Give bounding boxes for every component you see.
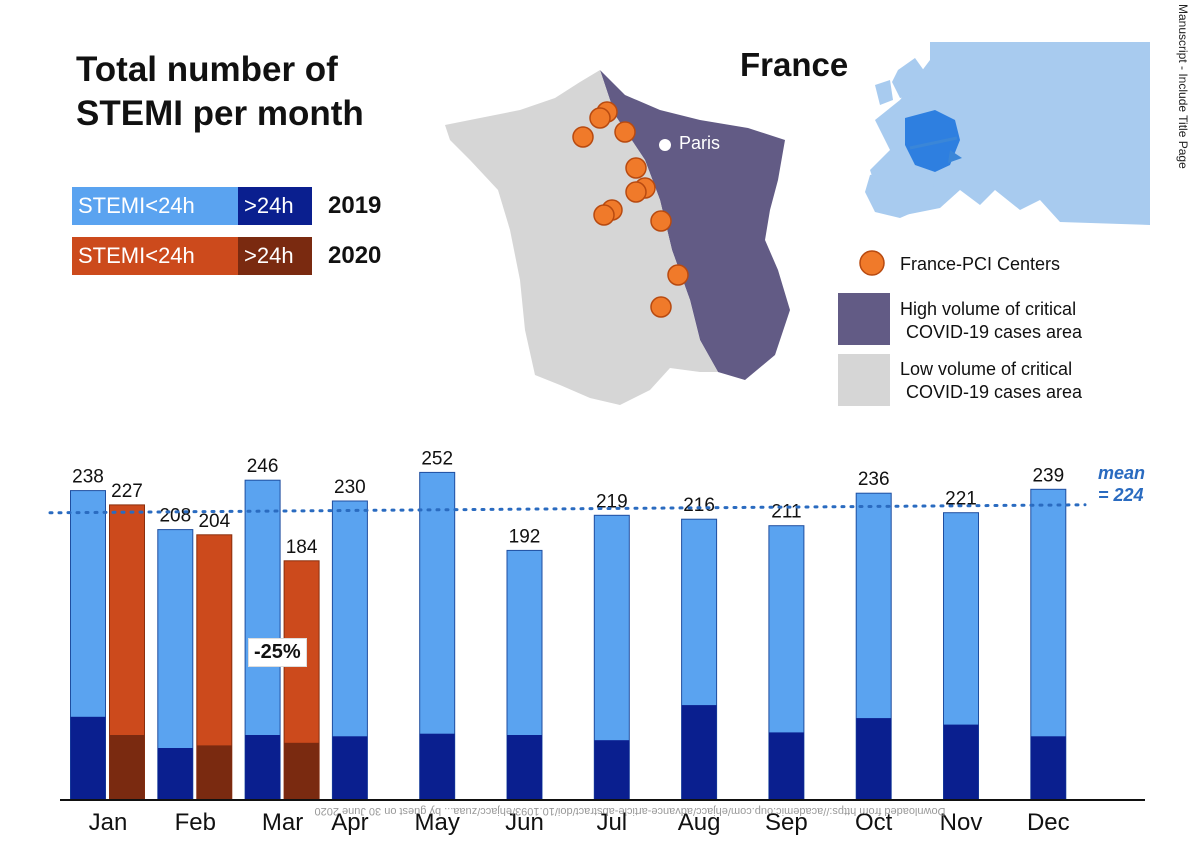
high-area-line-2: COVID-19 cases area — [906, 322, 1083, 342]
tick-may: May — [415, 809, 460, 836]
mean-line — [48, 503, 1087, 515]
tick-dec: Dec — [1027, 809, 1070, 836]
bar-2019-gt24-jan — [70, 716, 106, 800]
high-area-swatch — [838, 293, 890, 345]
tick-jul: Jul — [596, 809, 627, 836]
high-area-legend-label: High volume of critical COVID-19 cases a… — [900, 298, 1082, 344]
bar-2019-gt24-jun — [507, 735, 542, 800]
bar-2019-gt24-may — [419, 733, 455, 800]
label-2019-jul: 219 — [596, 491, 628, 512]
bar-2019-gt24-nov — [943, 724, 979, 800]
tick-mar: Mar — [262, 809, 303, 836]
pci-center-marker-7 — [625, 181, 647, 203]
legend-2019-lt24-swatch: STEMI<24h — [72, 187, 238, 225]
percent-change-annotation: -25% — [248, 638, 307, 667]
label-2019-dec: 239 — [1032, 465, 1064, 486]
pci-center-markers — [572, 101, 689, 318]
legend-2019: STEMI<24h >24h 2019 — [72, 187, 381, 225]
bar-2019-gt24-dec — [1030, 736, 1066, 800]
x-tick-labels: Jan Feb Mar Apr May Jun Jul Aug Sep Oct Nov Dec — [89, 809, 1070, 836]
high-area-line-1: High volume of critical — [900, 299, 1077, 319]
side-note-text: Manuscript - Include Title Page — [1176, 4, 1190, 169]
title-line-1: Total number of — [76, 50, 338, 89]
pci-legend-icon — [859, 250, 885, 276]
label-2019-jun: 192 — [509, 526, 541, 547]
tick-apr: Apr — [331, 809, 368, 836]
paris-label: Paris — [679, 133, 721, 153]
low-area-line-2: COVID-19 cases area — [906, 382, 1083, 402]
chart-title: Total number of STEMI per month — [76, 48, 364, 136]
bar-2020-gt24-mar — [284, 742, 320, 800]
tick-nov: Nov — [940, 809, 983, 836]
label-2019-mar: 246 — [247, 456, 279, 477]
label-2019-aug: 216 — [683, 495, 715, 516]
tick-feb: Feb — [175, 809, 216, 836]
bar-2020-gt24-jan — [109, 735, 145, 800]
label-2020-feb: 204 — [198, 511, 230, 532]
label-2019-jan: 238 — [72, 467, 104, 488]
legend-2019-year: 2019 — [328, 192, 382, 219]
bar-2019-gt24-aug — [681, 705, 717, 800]
bar-2019-gt24-sep — [768, 732, 804, 800]
bar-2019-gt24-apr — [332, 736, 368, 800]
label-2019-oct: 236 — [858, 469, 890, 490]
bar-2019-gt24-jul — [594, 740, 630, 800]
legend-2020-year: 2020 — [328, 242, 382, 269]
label-2019-may: 252 — [421, 448, 453, 469]
bar-2019-gt24-feb — [157, 748, 193, 800]
tick-sep: Sep — [765, 809, 808, 836]
europe-inset-map — [858, 40, 1150, 225]
label-2020-mar: 184 — [286, 537, 318, 558]
manuscript-side-note: Manuscript - Include Title Page — [1160, 0, 1200, 260]
tick-oct: Oct — [855, 809, 893, 836]
pci-center-marker-3 — [572, 126, 594, 148]
pci-center-marker-5 — [625, 157, 647, 179]
tick-jan: Jan — [89, 809, 128, 836]
pci-center-marker-2 — [589, 107, 611, 129]
arrow-to-france — [909, 136, 962, 163]
legend-2020-lt24-swatch: STEMI<24h — [72, 237, 238, 275]
bar-2019-gt24-mar — [245, 735, 281, 800]
low-area-line-1: Low volume of critical — [900, 359, 1073, 379]
france-map — [445, 70, 790, 405]
tick-jun: Jun — [505, 809, 544, 836]
pci-legend-label: France-PCI Centers — [900, 254, 1061, 274]
label-2020-jan: 227 — [111, 481, 143, 502]
bar-plot — [70, 471, 1067, 801]
label-2019-apr: 230 — [334, 477, 366, 498]
legend-2020: STEMI<24h >24h 2020 — [72, 237, 381, 275]
map-title: France — [740, 46, 849, 83]
mean-label: mean = 224 — [1098, 462, 1145, 506]
label-2019-feb: 208 — [159, 506, 191, 527]
pci-center-marker-12 — [650, 296, 672, 318]
pci-center-marker-10 — [650, 210, 672, 232]
legend-2020-gt24-swatch: >24h — [238, 237, 312, 275]
mean-label-line-2: = 224 — [1098, 485, 1144, 505]
legend-2019-gt24-swatch: >24h — [238, 187, 312, 225]
bar-2020-gt24-feb — [196, 745, 232, 800]
download-watermark: Downloaded from https://academic.oup.com… — [314, 805, 946, 817]
bar-2019-gt24-oct — [856, 718, 892, 800]
low-area-legend-label: Low volume of critical COVID-19 cases ar… — [900, 358, 1082, 404]
tick-aug: Aug — [678, 809, 721, 836]
label-2019-sep: 211 — [771, 502, 801, 523]
pci-center-marker-9 — [593, 204, 615, 226]
low-area-swatch — [838, 354, 890, 406]
pci-center-marker-11 — [667, 264, 689, 286]
paris-marker — [659, 139, 671, 151]
pci-center-marker-4 — [614, 121, 636, 143]
title-line-2: STEMI per month — [76, 94, 364, 133]
mean-label-line-1: mean — [1098, 463, 1146, 483]
